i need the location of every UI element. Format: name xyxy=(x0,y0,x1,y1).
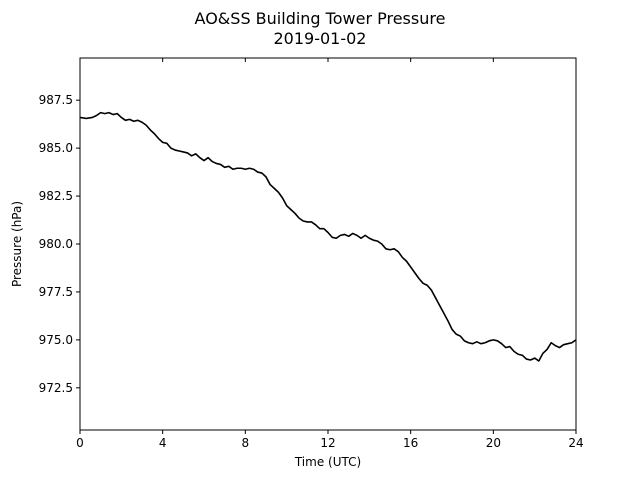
chart-title: AO&SS Building Tower Pressure xyxy=(195,9,446,28)
y-tick-label: 975.0 xyxy=(39,333,73,347)
x-tick-label: 8 xyxy=(242,436,250,450)
y-tick-label: 972.5 xyxy=(39,381,73,395)
x-tick-label: 24 xyxy=(568,436,583,450)
x-tick-label: 0 xyxy=(76,436,84,450)
y-tick-label: 980.0 xyxy=(39,237,73,251)
x-tick-label: 20 xyxy=(486,436,501,450)
y-tick-label: 985.0 xyxy=(39,141,73,155)
y-axis-label: Pressure (hPa) xyxy=(10,201,24,287)
x-tick-label: 4 xyxy=(159,436,167,450)
x-axis: 0 4 8 12 16 20 24 xyxy=(76,58,584,450)
x-axis-label: Time (UTC) xyxy=(294,455,361,469)
plot-frame xyxy=(79,57,577,431)
x-tick-label: 12 xyxy=(320,436,335,450)
y-tick-label: 987.5 xyxy=(39,93,73,107)
y-tick-label: 982.5 xyxy=(39,189,73,203)
x-tick-label: 16 xyxy=(403,436,418,450)
y-axis: 972.5 975.0 977.5 980.0 982.5 985.0 987.5 xyxy=(39,93,80,395)
series-line xyxy=(79,111,577,362)
plot-area xyxy=(79,57,577,431)
y-tick-label: 977.5 xyxy=(39,285,73,299)
chart-subtitle: 2019-01-02 xyxy=(274,29,367,48)
